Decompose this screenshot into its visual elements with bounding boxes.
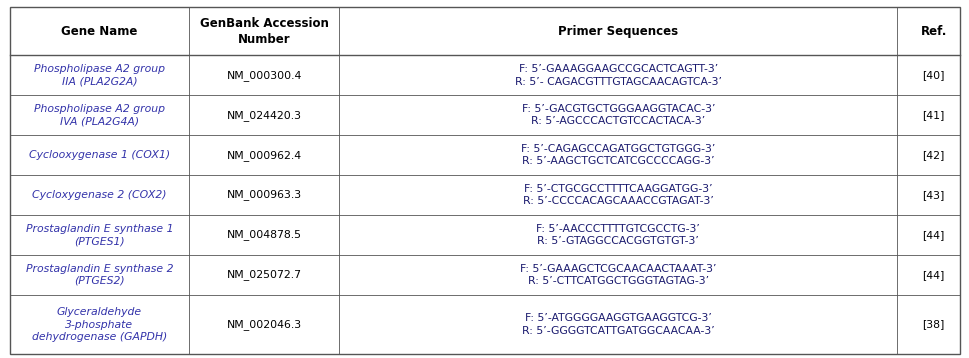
Text: Ref.: Ref.	[920, 25, 946, 38]
Text: [44]: [44]	[922, 270, 944, 280]
Text: [40]: [40]	[922, 71, 944, 81]
Text: NM_002046.3: NM_002046.3	[227, 319, 301, 330]
Text: Glyceraldehyde
3-phosphate
dehydrogenase (GAPDH): Glyceraldehyde 3-phosphate dehydrogenase…	[32, 307, 167, 342]
Text: GenBank Accession
Number: GenBank Accession Number	[200, 17, 328, 46]
Text: Gene Name: Gene Name	[61, 25, 138, 38]
Text: NM_000300.4: NM_000300.4	[227, 70, 301, 81]
Text: [43]: [43]	[922, 190, 944, 200]
Text: Cyclooxygenase 1 (COX1): Cyclooxygenase 1 (COX1)	[29, 150, 170, 160]
Text: Cycloxygenase 2 (COX2): Cycloxygenase 2 (COX2)	[32, 190, 167, 200]
Text: Prostaglandin E synthase 2
(PTGES2): Prostaglandin E synthase 2 (PTGES2)	[25, 263, 173, 286]
Text: F: 5’-GAAAGCTCGCAACAACTAAAT-3’
R: 5’-CTTCATGGCTGGGTAGTAG-3’: F: 5’-GAAAGCTCGCAACAACTAAAT-3’ R: 5’-CTT…	[519, 263, 716, 286]
Text: Phospholipase A2 group
IVA (PLA2G4A): Phospholipase A2 group IVA (PLA2G4A)	[34, 104, 165, 126]
Text: F: 5’-ATGGGGAAGGTGAAGGTCG-3’
R: 5’-GGGGTCATTGATGGCAACAA-3’: F: 5’-ATGGGGAAGGTGAAGGTCG-3’ R: 5’-GGGGT…	[521, 313, 714, 336]
Text: NM_025072.7: NM_025072.7	[227, 269, 301, 280]
Text: Phospholipase A2 group
IIA (PLA2G2A): Phospholipase A2 group IIA (PLA2G2A)	[34, 64, 165, 87]
Text: Prostaglandin E synthase 1
(PTGES1): Prostaglandin E synthase 1 (PTGES1)	[25, 224, 173, 246]
Text: [42]: [42]	[922, 150, 944, 160]
Text: F: 5’-AACCCTTTTGTCGCCTG-3’
R: 5’-GTAGGCCACGGTGTGT-3’: F: 5’-AACCCTTTTGTCGCCTG-3’ R: 5’-GTAGGCC…	[536, 224, 700, 246]
Text: Primer Sequences: Primer Sequences	[558, 25, 677, 38]
Text: [44]: [44]	[922, 230, 944, 240]
Text: F: 5’-CAGAGCCAGATGGCTGTGGG-3’
R: 5’-AAGCTGCTCATCGCCCCAGG-3’: F: 5’-CAGAGCCAGATGGCTGTGGG-3’ R: 5’-AAGC…	[520, 144, 715, 166]
Text: NM_024420.3: NM_024420.3	[227, 110, 301, 121]
Text: NM_000963.3: NM_000963.3	[227, 189, 301, 200]
Text: NM_004878.5: NM_004878.5	[227, 229, 301, 240]
Text: F: 5’-CTGCGCCTTTTCAAGGATGG-3’
R: 5’-CCCCACAGCAAACCGTAGAT-3’: F: 5’-CTGCGCCTTTTCAAGGATGG-3’ R: 5’-CCCC…	[522, 184, 713, 206]
Text: NM_000962.4: NM_000962.4	[227, 150, 301, 161]
Text: [41]: [41]	[922, 110, 944, 120]
Text: [38]: [38]	[922, 320, 944, 329]
Text: F: 5’-GACGTGCTGGGAAGGTACAC-3’
R: 5’-AGCCCACTGTCCACTACA-3’: F: 5’-GACGTGCTGGGAAGGTACAC-3’ R: 5’-AGCC…	[521, 104, 714, 126]
Text: F: 5’-GAAAGGAAGCCGCACTCAGTT-3’
R: 5’- CAGACGTTTGTAGCAACAGTCA-3’: F: 5’-GAAAGGAAGCCGCACTCAGTT-3’ R: 5’- CA…	[515, 64, 721, 87]
